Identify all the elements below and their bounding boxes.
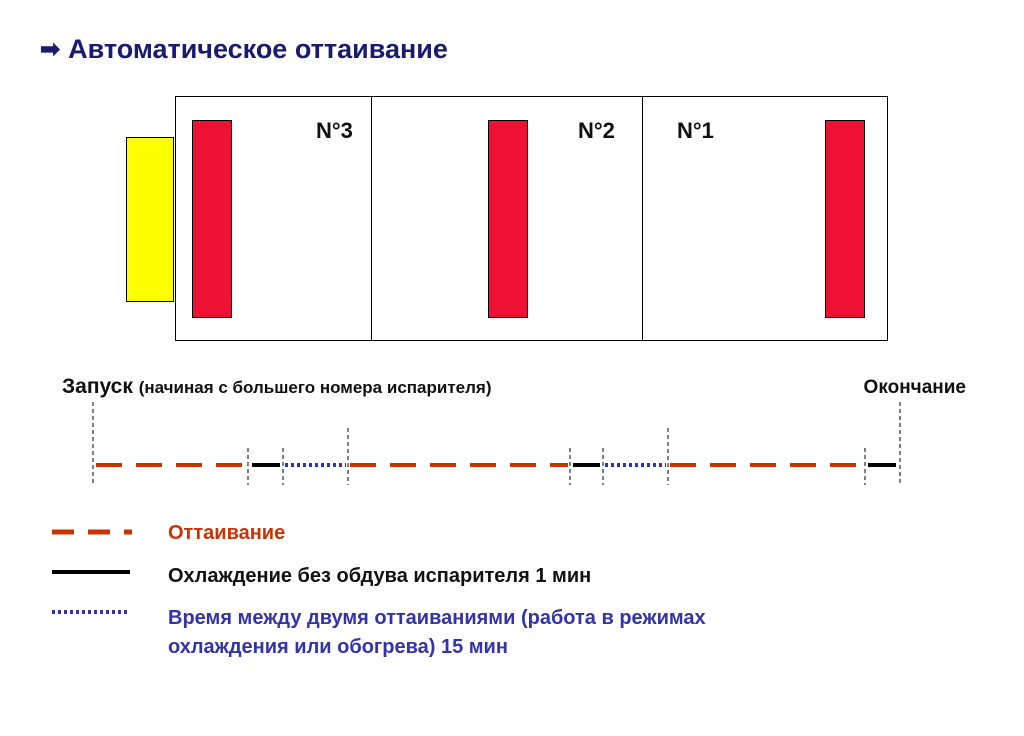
evaporator-number-2: N°2 — [578, 118, 615, 143]
start-note: (начиная с большего номера испарителя) — [138, 378, 492, 397]
yellow-unit-block — [126, 137, 174, 302]
evaporator-number-1: N°1 — [677, 118, 714, 143]
start-label: Запуск (начиная с большего номера испари… — [62, 375, 492, 399]
legend-lines — [52, 529, 132, 614]
legend-defrost-label: Оттаивание — [168, 522, 286, 544]
legend-interval-label-line1: Время между двумя оттаиваниями (работа в… — [168, 607, 706, 629]
evaporator-number-3: N°3 — [316, 118, 353, 143]
legend-cooling-label: Охлаждение без обдува испарителя 1 мин — [168, 565, 592, 587]
legend-interval-label-line2: охлаждения или обогрева) 15 мин — [168, 636, 508, 658]
timeline-markers — [92, 402, 901, 485]
heater-bar-2 — [488, 120, 528, 318]
evaporator-box — [175, 96, 888, 341]
page-title: Автоматическое оттаивание — [68, 34, 448, 64]
end-label: Окончание — [863, 377, 966, 398]
box-divider-2 — [642, 96, 643, 341]
box-divider-1 — [371, 96, 372, 341]
heater-bar-3 — [192, 120, 232, 318]
start-label-text: Запуск — [62, 375, 133, 398]
arrow-right-icon: ➡ — [40, 36, 61, 63]
heater-bar-1 — [825, 120, 865, 318]
title-row: ➡ Автоматическое оттаивание — [40, 34, 448, 65]
